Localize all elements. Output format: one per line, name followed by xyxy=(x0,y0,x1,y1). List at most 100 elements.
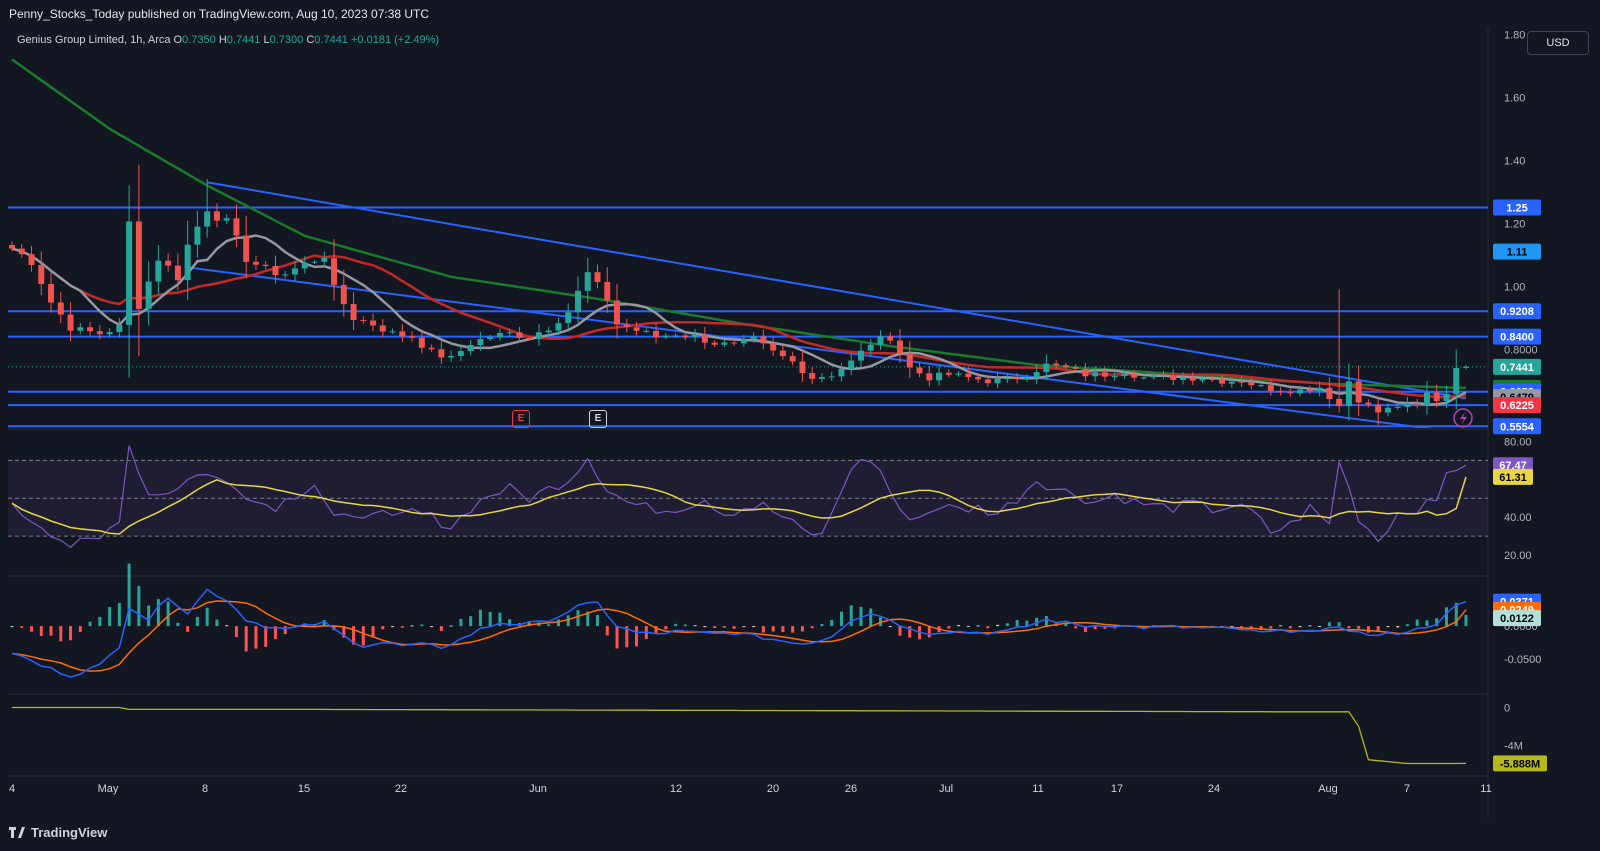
macd-signal-line xyxy=(11,600,1467,672)
high-label: H xyxy=(218,34,227,46)
change-value: +0.0181 (+2.49%) xyxy=(351,34,440,46)
macd-histogram-bar xyxy=(1103,626,1107,629)
candle-body xyxy=(623,324,630,328)
lightning-icon[interactable] xyxy=(1453,408,1473,428)
macd-histogram-bar xyxy=(186,626,190,632)
currency-button[interactable]: USD xyxy=(1527,31,1589,55)
candle-body xyxy=(379,325,386,332)
macd-histogram-bar xyxy=(469,616,473,627)
time-axis-label: 11 xyxy=(1032,783,1043,795)
candle-body xyxy=(1023,377,1030,380)
candle-body xyxy=(1082,368,1089,377)
chart-legend: Genius Group Limited, 1h, Arca O0.7350 H… xyxy=(17,34,439,46)
candle-body xyxy=(1140,377,1147,379)
price-label: 0.6225 xyxy=(1500,400,1534,412)
candle-body xyxy=(526,337,533,339)
candle-body xyxy=(291,268,298,275)
macd-histogram-bar xyxy=(59,626,63,642)
price-label: 1.11 xyxy=(1507,247,1528,259)
candle-body xyxy=(1131,374,1138,378)
macd-histogram-bar xyxy=(1366,626,1370,633)
macd-histogram-bar xyxy=(400,626,404,628)
candle-body xyxy=(818,376,825,379)
price-label-bg xyxy=(1493,303,1541,320)
macd-histogram-bar xyxy=(20,626,24,628)
candle-body xyxy=(1384,407,1391,413)
macd-histogram-bar xyxy=(488,611,492,627)
symbol-title[interactable]: Genius Group Limited, 1h, Arca xyxy=(17,34,171,46)
candle-body xyxy=(340,284,347,305)
macd-histogram-bar xyxy=(449,625,453,627)
macd-histogram-bar xyxy=(625,626,629,648)
macd-histogram-bar xyxy=(1454,602,1458,627)
macd-histogram-bar xyxy=(1230,626,1234,628)
macd-histogram-bar xyxy=(166,601,170,627)
lightning-glyph xyxy=(1460,412,1467,425)
time-axis-label: Jul xyxy=(939,783,953,795)
macd-histogram-bar xyxy=(839,611,843,627)
macd-histogram-bar xyxy=(98,616,102,627)
macd-histogram-bar xyxy=(1435,618,1439,627)
macd-histogram-bar xyxy=(430,626,434,628)
candle-body xyxy=(1150,375,1157,378)
rsi-value-bg xyxy=(1493,468,1533,485)
candle-body xyxy=(965,373,972,378)
candle-body xyxy=(1355,381,1362,403)
time-axis-label: 11 xyxy=(1480,783,1491,795)
macd-histogram-bar xyxy=(713,626,717,628)
time-axis-label: 15 xyxy=(298,783,310,795)
macd-histogram-bar xyxy=(996,624,1000,627)
candle-body xyxy=(262,264,269,266)
candle-body xyxy=(848,360,855,369)
candle-body xyxy=(1463,366,1469,369)
candle-body xyxy=(936,372,943,381)
candle-body xyxy=(184,244,191,281)
macd-histogram-bar xyxy=(1269,626,1273,629)
macd-histogram-bar xyxy=(683,624,687,627)
candle-body xyxy=(731,342,738,344)
footer xyxy=(0,818,1600,851)
macd-histogram-bar xyxy=(586,611,590,627)
tradingview-logo[interactable]: TradingView xyxy=(9,825,107,840)
candle-body xyxy=(1121,374,1128,377)
candle-body xyxy=(1014,378,1021,380)
candle-body xyxy=(350,304,357,321)
candle-body xyxy=(1219,379,1226,384)
close-value: 0.7441 xyxy=(314,34,348,46)
macd-histogram-bar xyxy=(800,626,804,632)
candle-body xyxy=(321,258,328,262)
candle-body xyxy=(174,265,181,281)
candle-body xyxy=(535,332,542,339)
publish-bar: Penny_Stocks_Today published on TradingV… xyxy=(0,0,1600,28)
earnings-event-marker[interactable]: E xyxy=(512,410,530,428)
candle-body xyxy=(428,347,435,350)
candle-body xyxy=(116,324,123,333)
macd-histogram-bar xyxy=(137,585,141,627)
macd-histogram-bar xyxy=(273,626,277,639)
ma-red-line xyxy=(11,247,1467,399)
macd-histogram-bar xyxy=(371,626,375,638)
macd-histogram-bar xyxy=(791,626,795,633)
macd-histogram-bar xyxy=(322,620,326,627)
earnings-event-marker[interactable]: E xyxy=(589,410,607,428)
candle-body xyxy=(77,327,84,331)
price-label-bg xyxy=(1493,199,1541,216)
candle-body xyxy=(389,331,396,333)
volume-value-bg xyxy=(1493,755,1547,772)
candle-body xyxy=(1375,404,1382,413)
candle-body xyxy=(155,260,162,282)
candle-body xyxy=(496,333,503,338)
macd-histogram-bar xyxy=(1083,626,1087,633)
macd-histogram-bar xyxy=(88,621,92,627)
volume-value-label: -5.888M xyxy=(1500,758,1540,770)
candle-body xyxy=(770,343,777,351)
price-axis-label: 1.00 xyxy=(1504,281,1525,293)
macd-histogram-bar xyxy=(576,610,580,627)
candle-body xyxy=(857,350,864,361)
candle-body xyxy=(165,260,172,266)
candle-body xyxy=(370,320,377,326)
candle-body xyxy=(1336,398,1343,407)
macd-histogram-bar xyxy=(1064,623,1068,627)
candle-body xyxy=(1004,378,1011,380)
